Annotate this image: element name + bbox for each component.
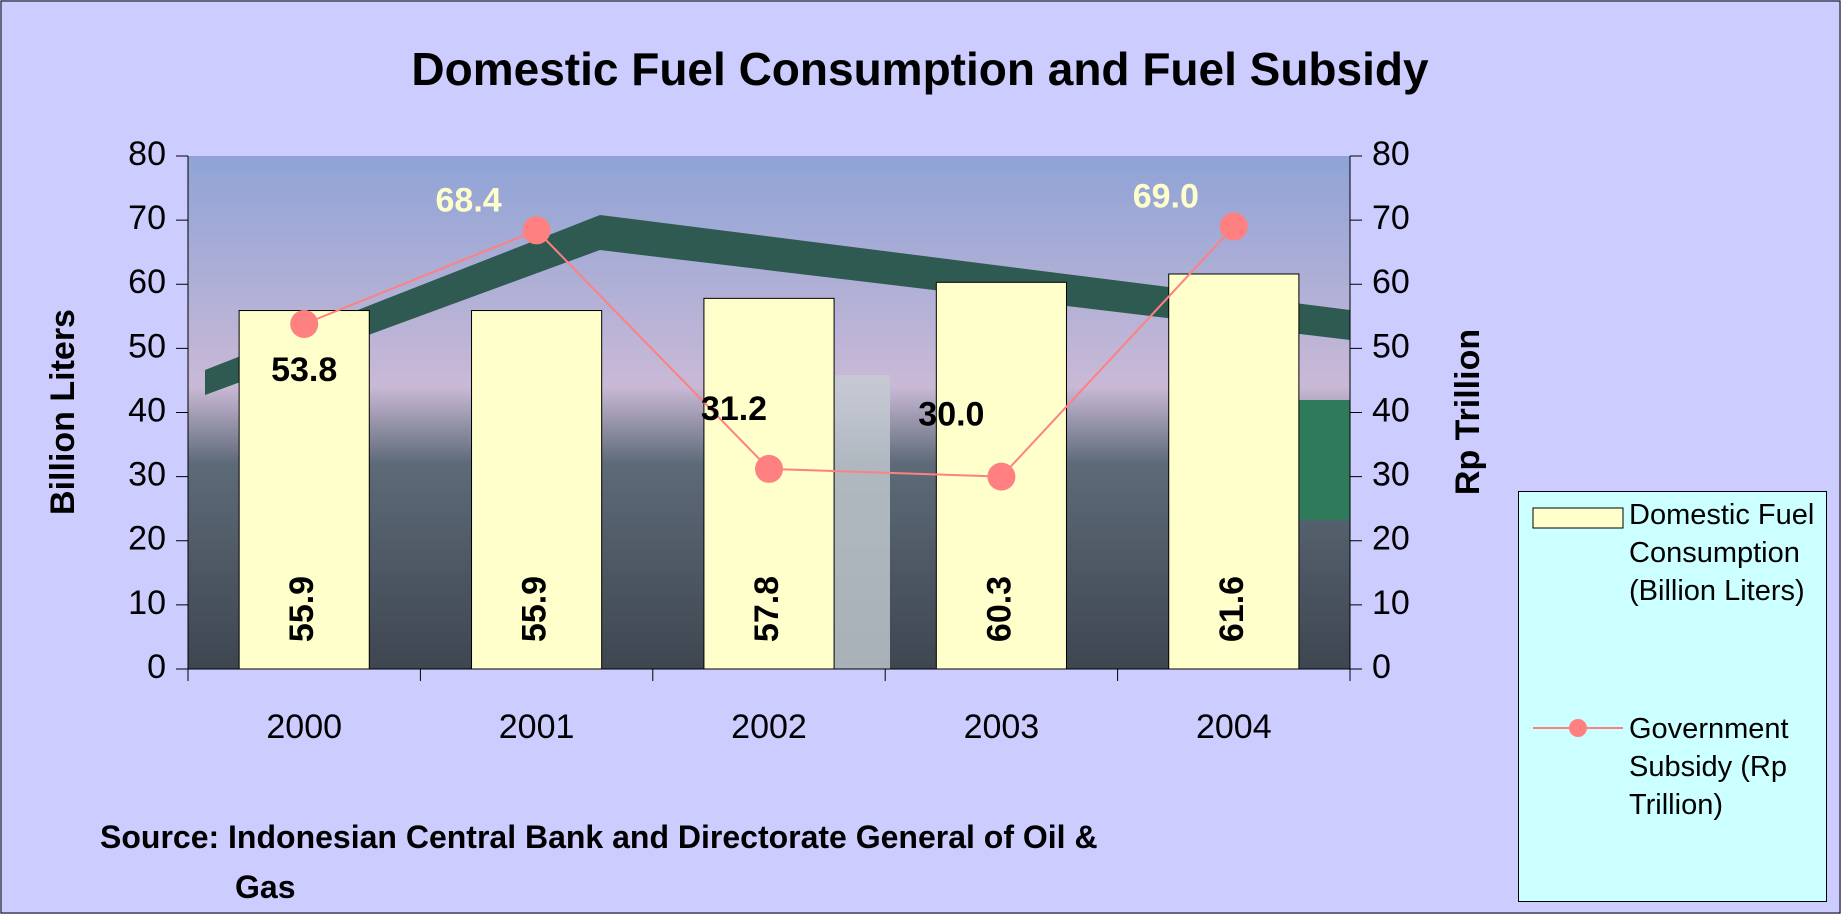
x-tick-label: 2001 — [499, 708, 575, 746]
y-tick-label: 40 — [128, 391, 166, 429]
x-tick-label: 2004 — [1196, 708, 1272, 746]
y2-tick-label: 30 — [1372, 456, 1410, 494]
y2-tick-label: 0 — [1372, 648, 1391, 686]
bar-value-label: 55.9 — [516, 576, 554, 642]
y-axis-title: Billion Liters — [44, 309, 82, 515]
y2-tick-label: 10 — [1372, 584, 1410, 622]
y2-tick-label: 60 — [1372, 263, 1410, 301]
line-point — [522, 216, 551, 245]
legend-swatch — [1532, 507, 1624, 529]
chart-title: Domestic Fuel Consumption and Fuel Subsi… — [411, 43, 1429, 95]
bar-value-label: 60.3 — [980, 576, 1018, 642]
y-tick-label: 20 — [128, 520, 166, 558]
legend-swatches — [1532, 507, 1624, 737]
y2-tick-label: 70 — [1372, 199, 1410, 237]
y2-tick-label: 50 — [1372, 327, 1410, 365]
legend: Domestic Fuel Consumption (Billion Liter… — [1518, 491, 1827, 902]
line-value-label: 68.4 — [436, 181, 502, 219]
y2-axis-title: Rp Trillion — [1449, 329, 1487, 495]
legend-swatch — [1569, 719, 1587, 737]
y-tick-label: 0 — [147, 648, 166, 686]
line-point — [290, 310, 319, 339]
bar — [1168, 273, 1300, 670]
y-tick-label: 10 — [128, 584, 166, 622]
x-tick-label: 2003 — [964, 708, 1040, 746]
line-point — [1219, 212, 1248, 241]
legend-label: Government Subsidy (Rp Trillion) — [1629, 713, 1789, 821]
bar — [703, 297, 835, 670]
line-value-label: 69.0 — [1133, 178, 1199, 216]
y-tick-label: 80 — [128, 135, 166, 173]
y2-tick-label: 20 — [1372, 520, 1410, 558]
bar — [238, 310, 370, 670]
bar-value-label: 55.9 — [283, 576, 321, 642]
x-tick-label: 2000 — [266, 708, 342, 746]
line-point — [755, 454, 783, 483]
y2-tick-label: 80 — [1372, 135, 1410, 173]
line-value-label: 31.2 — [701, 390, 767, 428]
line-value-label: 53.8 — [271, 351, 337, 389]
bar — [471, 310, 603, 670]
y2-tick-label: 40 — [1372, 391, 1410, 429]
x-tick-label: 2002 — [731, 708, 807, 746]
y-tick-label: 70 — [128, 199, 166, 237]
line-point — [987, 462, 1016, 491]
source-note: Source: Indonesian Central Bank and Dire… — [100, 819, 1098, 905]
y-tick-label: 30 — [128, 456, 166, 494]
y-tick-label: 60 — [128, 263, 166, 301]
bar-value-label: 61.6 — [1213, 576, 1251, 642]
line-value-label: 30.0 — [918, 396, 984, 434]
y-tick-label: 50 — [128, 327, 166, 365]
bar-value-label: 57.8 — [748, 576, 786, 642]
legend-label: Domestic Fuel Consumption (Billion Liter… — [1629, 499, 1815, 607]
